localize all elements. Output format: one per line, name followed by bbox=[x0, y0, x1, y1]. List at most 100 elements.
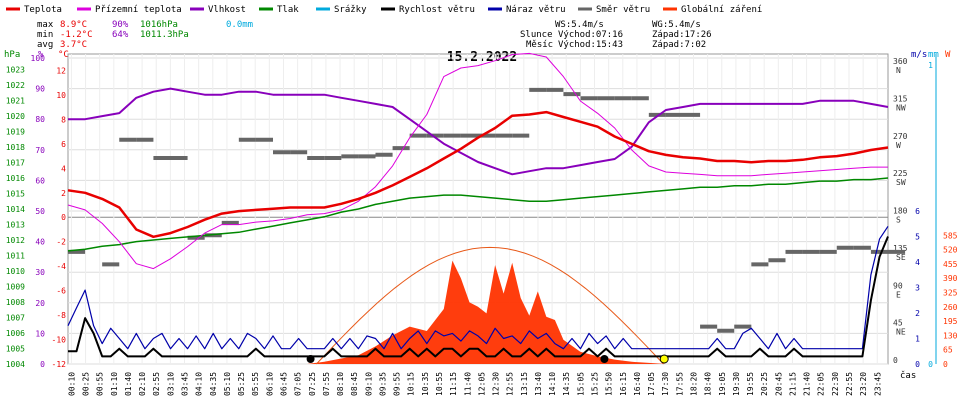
tick-hpa: 1012 bbox=[6, 236, 25, 245]
tick-time: 02:10 bbox=[138, 372, 147, 396]
tick-temp: 4 bbox=[61, 164, 66, 173]
time-axis-label: čas bbox=[900, 370, 916, 381]
sun-set: Západ:17:26 bbox=[652, 30, 712, 40]
tick-temp: -8 bbox=[56, 311, 66, 320]
wind-wg: WG:5.4m/s bbox=[652, 20, 701, 30]
legend-item: Rychlost větru bbox=[381, 5, 475, 15]
tick-w: 585 bbox=[943, 231, 958, 240]
humidity-line bbox=[68, 87, 889, 176]
unit-mm: mm bbox=[928, 50, 939, 60]
tick-hpa: 1014 bbox=[6, 205, 25, 214]
tick-pct: 80 bbox=[35, 115, 45, 124]
tick-hpa: 1016 bbox=[6, 174, 25, 183]
tick-dir-label: SE bbox=[896, 253, 906, 262]
tick-hpa: 1021 bbox=[6, 97, 25, 106]
stat-hum: 90% bbox=[112, 20, 129, 30]
tick-pct: 0 bbox=[40, 360, 45, 369]
tick-time: 21:15 bbox=[788, 372, 797, 396]
tick-pct: 50 bbox=[35, 207, 45, 216]
sunrise-marker bbox=[306, 355, 315, 363]
tick-temp: 8 bbox=[61, 115, 66, 124]
tick-time: 06:10 bbox=[265, 372, 274, 396]
tick-dir-label: NW bbox=[896, 103, 906, 112]
legend-item: Vlhkost bbox=[190, 5, 246, 15]
tick-time: 13:40 bbox=[534, 372, 543, 396]
tick-time: 08:45 bbox=[350, 372, 359, 396]
tick-time: 22:55 bbox=[845, 372, 854, 396]
tick-time: 17:30 bbox=[661, 372, 670, 396]
tick-time: 14:10 bbox=[548, 372, 557, 396]
tick-w: 0 bbox=[943, 360, 948, 369]
tick-time: 14:35 bbox=[562, 372, 571, 396]
tick-hpa: 1008 bbox=[6, 298, 25, 307]
legend-item: Směr větru bbox=[578, 5, 650, 15]
tick-ms: 6 bbox=[915, 207, 920, 216]
tick-time: 21:40 bbox=[803, 372, 812, 396]
tick-hpa: 1015 bbox=[6, 190, 25, 199]
legend-item: Tlak bbox=[259, 5, 299, 15]
tick-w: 455 bbox=[943, 260, 958, 269]
tick-hpa: 1017 bbox=[6, 159, 25, 168]
tick-time: 20:45 bbox=[774, 372, 783, 396]
tick-dir-label: SW bbox=[896, 178, 906, 187]
unit-temp: °C bbox=[58, 50, 69, 60]
wind-ws: WS:5.4m/s bbox=[555, 20, 604, 30]
tick-time: 19:30 bbox=[732, 372, 741, 396]
sun-label: Slunce bbox=[520, 30, 553, 40]
wind-gust-line bbox=[67, 225, 889, 350]
tick-time: 17:55 bbox=[675, 372, 684, 396]
tick-ms: 4 bbox=[915, 258, 920, 267]
tick-time: 15:25 bbox=[591, 372, 600, 396]
tick-w: 325 bbox=[943, 289, 958, 298]
clear-sky-radiation bbox=[316, 246, 664, 365]
tick-time: 07:55 bbox=[322, 372, 331, 396]
tick-time: 09:55 bbox=[393, 372, 402, 396]
tick-w: 390 bbox=[943, 274, 958, 283]
tick-hpa: 1007 bbox=[6, 314, 25, 323]
tick-pct: 20 bbox=[35, 299, 45, 308]
unit-hpa: hPa bbox=[4, 50, 20, 60]
tick-time: 00:10 bbox=[67, 372, 76, 396]
tick-hpa: 1013 bbox=[6, 221, 25, 230]
tick-time: 01:10 bbox=[110, 372, 119, 396]
tick-temp: -10 bbox=[52, 336, 67, 345]
tick-time: 17:05 bbox=[647, 372, 656, 396]
tick-dir: 180 bbox=[893, 207, 908, 216]
tick-hpa: 1009 bbox=[6, 283, 25, 292]
tick-time: 07:25 bbox=[308, 372, 317, 396]
tick-time: 23:20 bbox=[859, 372, 868, 396]
tick-time: 04:35 bbox=[209, 372, 218, 396]
legend-label: Směr větru bbox=[596, 5, 650, 15]
legend-item: Globální záření bbox=[663, 5, 762, 15]
tick-time: 18:20 bbox=[689, 372, 698, 396]
tick-temp: -2 bbox=[56, 238, 66, 247]
tick-hpa: 1019 bbox=[6, 128, 25, 137]
legend-label: Rychlost větru bbox=[399, 5, 475, 15]
tick-time: 06:45 bbox=[279, 372, 288, 396]
tick-time: 12:55 bbox=[506, 372, 515, 396]
tick-w: 195 bbox=[943, 317, 958, 326]
tick-time: 19:05 bbox=[718, 372, 727, 396]
tick-hpa: 1005 bbox=[6, 345, 25, 354]
tick-time: 16:15 bbox=[619, 372, 628, 396]
tick-hpa: 1010 bbox=[6, 267, 25, 276]
tick-hpa: 1018 bbox=[6, 143, 25, 152]
tick-hpa: 1006 bbox=[6, 329, 25, 338]
tick-time: 10:35 bbox=[421, 372, 430, 396]
stat-temp: 8.9°C bbox=[60, 20, 87, 30]
tick-time: 11:15 bbox=[449, 372, 458, 396]
legend-label: Náraz větru bbox=[506, 5, 566, 15]
tick-temp: -6 bbox=[56, 287, 66, 296]
tick-time: 00:25 bbox=[82, 372, 91, 396]
radiation-area bbox=[307, 260, 666, 364]
tick-pct: 30 bbox=[35, 268, 45, 277]
stat-temp: 3.7°C bbox=[60, 40, 87, 50]
stats-block: max 8.9°C 90% 1016hPa 0.0mm min -1.2°C 6… bbox=[37, 20, 712, 50]
tick-time: 08:10 bbox=[336, 372, 345, 396]
stat-label: min bbox=[37, 30, 53, 40]
tick-w: 130 bbox=[943, 331, 958, 340]
tick-time: 05:25 bbox=[237, 372, 246, 396]
tick-time: 22:30 bbox=[831, 372, 840, 396]
unit-w: W bbox=[945, 50, 951, 60]
